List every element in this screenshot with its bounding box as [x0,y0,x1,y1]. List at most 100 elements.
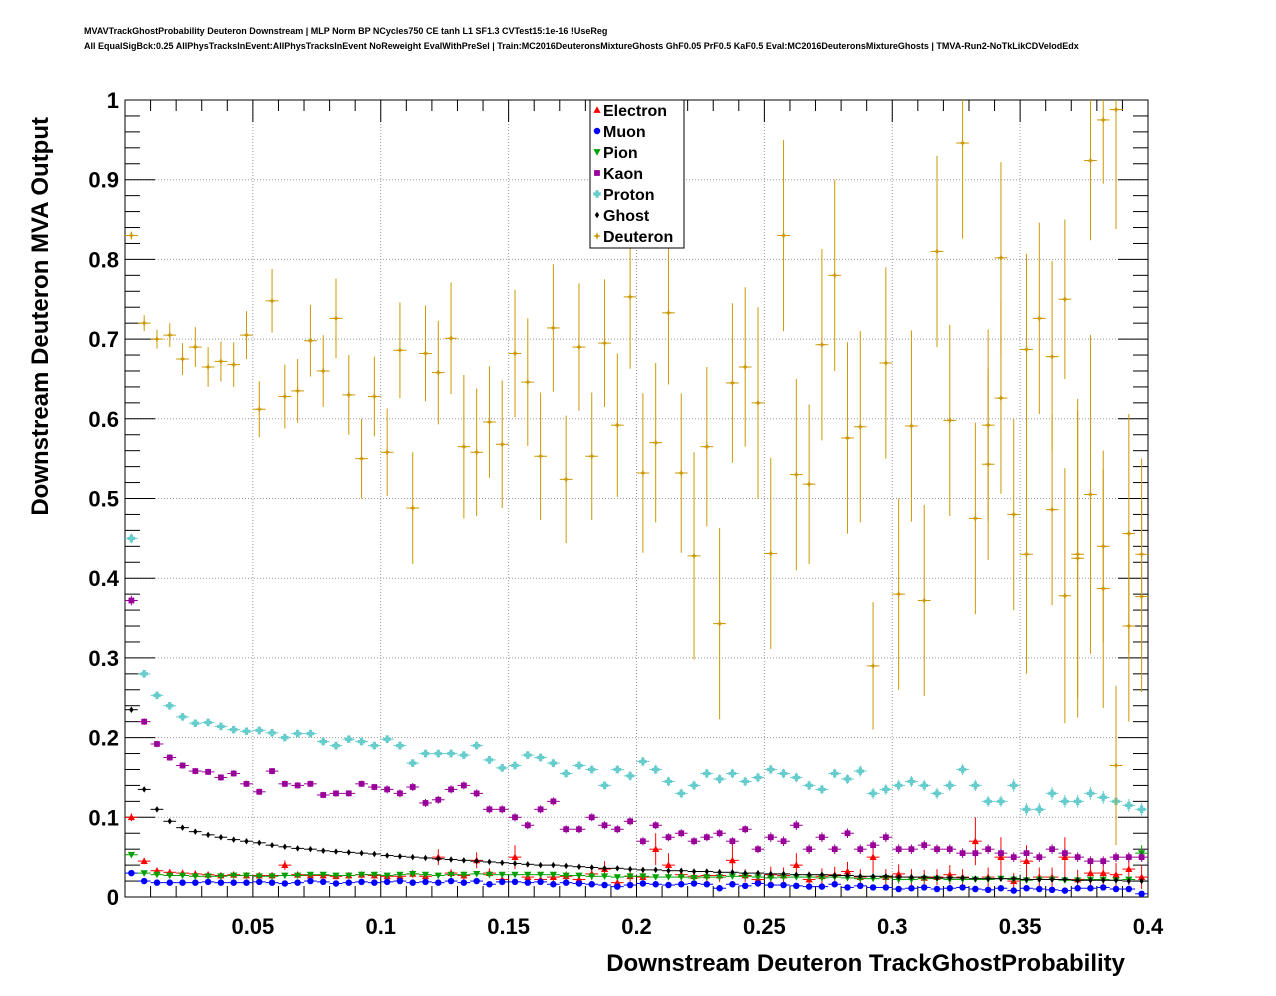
x-tick-label: 0.15 [487,914,530,939]
ghost-point [845,872,850,879]
pion-point [255,873,263,880]
kaon-point [627,818,633,825]
proton-point [587,765,596,774]
pion-point [242,872,251,880]
muon-point [946,884,954,892]
proton-point [204,718,212,727]
proton-point [613,765,622,774]
muon-point [1048,886,1056,894]
muon-point [153,879,161,886]
proton-point [524,751,532,759]
deuteron-point [523,378,532,387]
proton-point [766,765,775,774]
proton-point [958,765,967,774]
electron-point [1125,865,1133,872]
kaon-point [1113,854,1119,861]
pion-point [370,871,378,879]
muon-point [166,879,173,886]
pion-point [345,872,353,880]
kaon-point [550,798,557,805]
kaon-point [524,822,531,829]
muon-point [959,884,966,891]
kaon-point [294,782,301,789]
deuteron-point [613,421,622,430]
deuteron-point [1022,550,1031,559]
pion-point [383,872,391,880]
deuteron-point [971,514,980,523]
deuteron-point [242,331,251,340]
pion-point [511,871,519,879]
muon-point [869,884,877,891]
muon-point [294,879,301,886]
proton-point [971,781,980,790]
muon-point [307,877,314,885]
pion-point [319,871,327,879]
kaon-point [1100,858,1107,865]
proton-point [421,749,430,758]
proton-point [281,733,289,742]
deuteron-point [690,551,699,560]
proton-point [626,772,634,780]
pion-point [294,872,302,880]
deuteron-point [332,314,340,323]
kaon-point [435,796,442,803]
kaon-point [179,762,186,769]
deuteron-point [728,378,737,387]
proton-point [485,756,494,764]
y-tick-label: 0.5 [88,487,119,512]
ghost-point [167,818,172,825]
kaon-point [665,834,672,841]
muon-point [690,880,698,887]
legend-label-ghost: Ghost [603,208,650,225]
deuteron-point [498,440,507,449]
ghost-point [960,874,965,882]
electron-point [728,856,737,864]
proton-point [843,775,852,783]
deuteron-point [165,331,174,340]
ghost-point [896,873,901,881]
deuteron-point [191,343,200,352]
kaon-point [844,830,851,837]
muon-point [460,879,468,886]
muon-point [831,881,838,888]
muon-point [972,885,979,893]
muon-point [1087,884,1094,892]
proton-point [805,781,813,790]
pion-point [396,871,404,879]
muon-point [1061,887,1069,894]
legend-marker-pion [593,149,601,156]
deuteron-point [907,422,916,430]
pion-point [191,873,199,880]
muon-point [1036,885,1043,893]
deuteron-point [434,368,443,377]
kaon-point [141,718,148,725]
series-muon [125,869,1148,898]
muon-point [1100,884,1107,891]
muon-point [243,879,250,886]
electron-point [946,871,954,878]
legend-marker-kaon [594,170,600,176]
kaon-point [1125,854,1132,861]
deuteron-point [1124,622,1133,630]
proton-point [1022,805,1031,814]
kaon-point [729,838,736,845]
proton-point [984,797,992,806]
deuteron-point [715,619,724,628]
muon-point [537,878,544,886]
muon-point [780,881,787,889]
deuteron-point [447,334,456,343]
muon-point [652,881,659,888]
deuteron-point [664,308,673,317]
ghost-point [372,850,377,858]
deuteron-point [421,349,430,358]
proton-point [370,741,379,750]
kaon-point [345,790,352,797]
pion-point [153,871,161,879]
pion-point [639,873,647,880]
deuteron-point [153,335,161,344]
ghost-point [1088,877,1093,884]
kaon-point [921,842,928,849]
pion-point [767,874,775,882]
muon-point [818,883,826,890]
pion-point [473,871,481,878]
